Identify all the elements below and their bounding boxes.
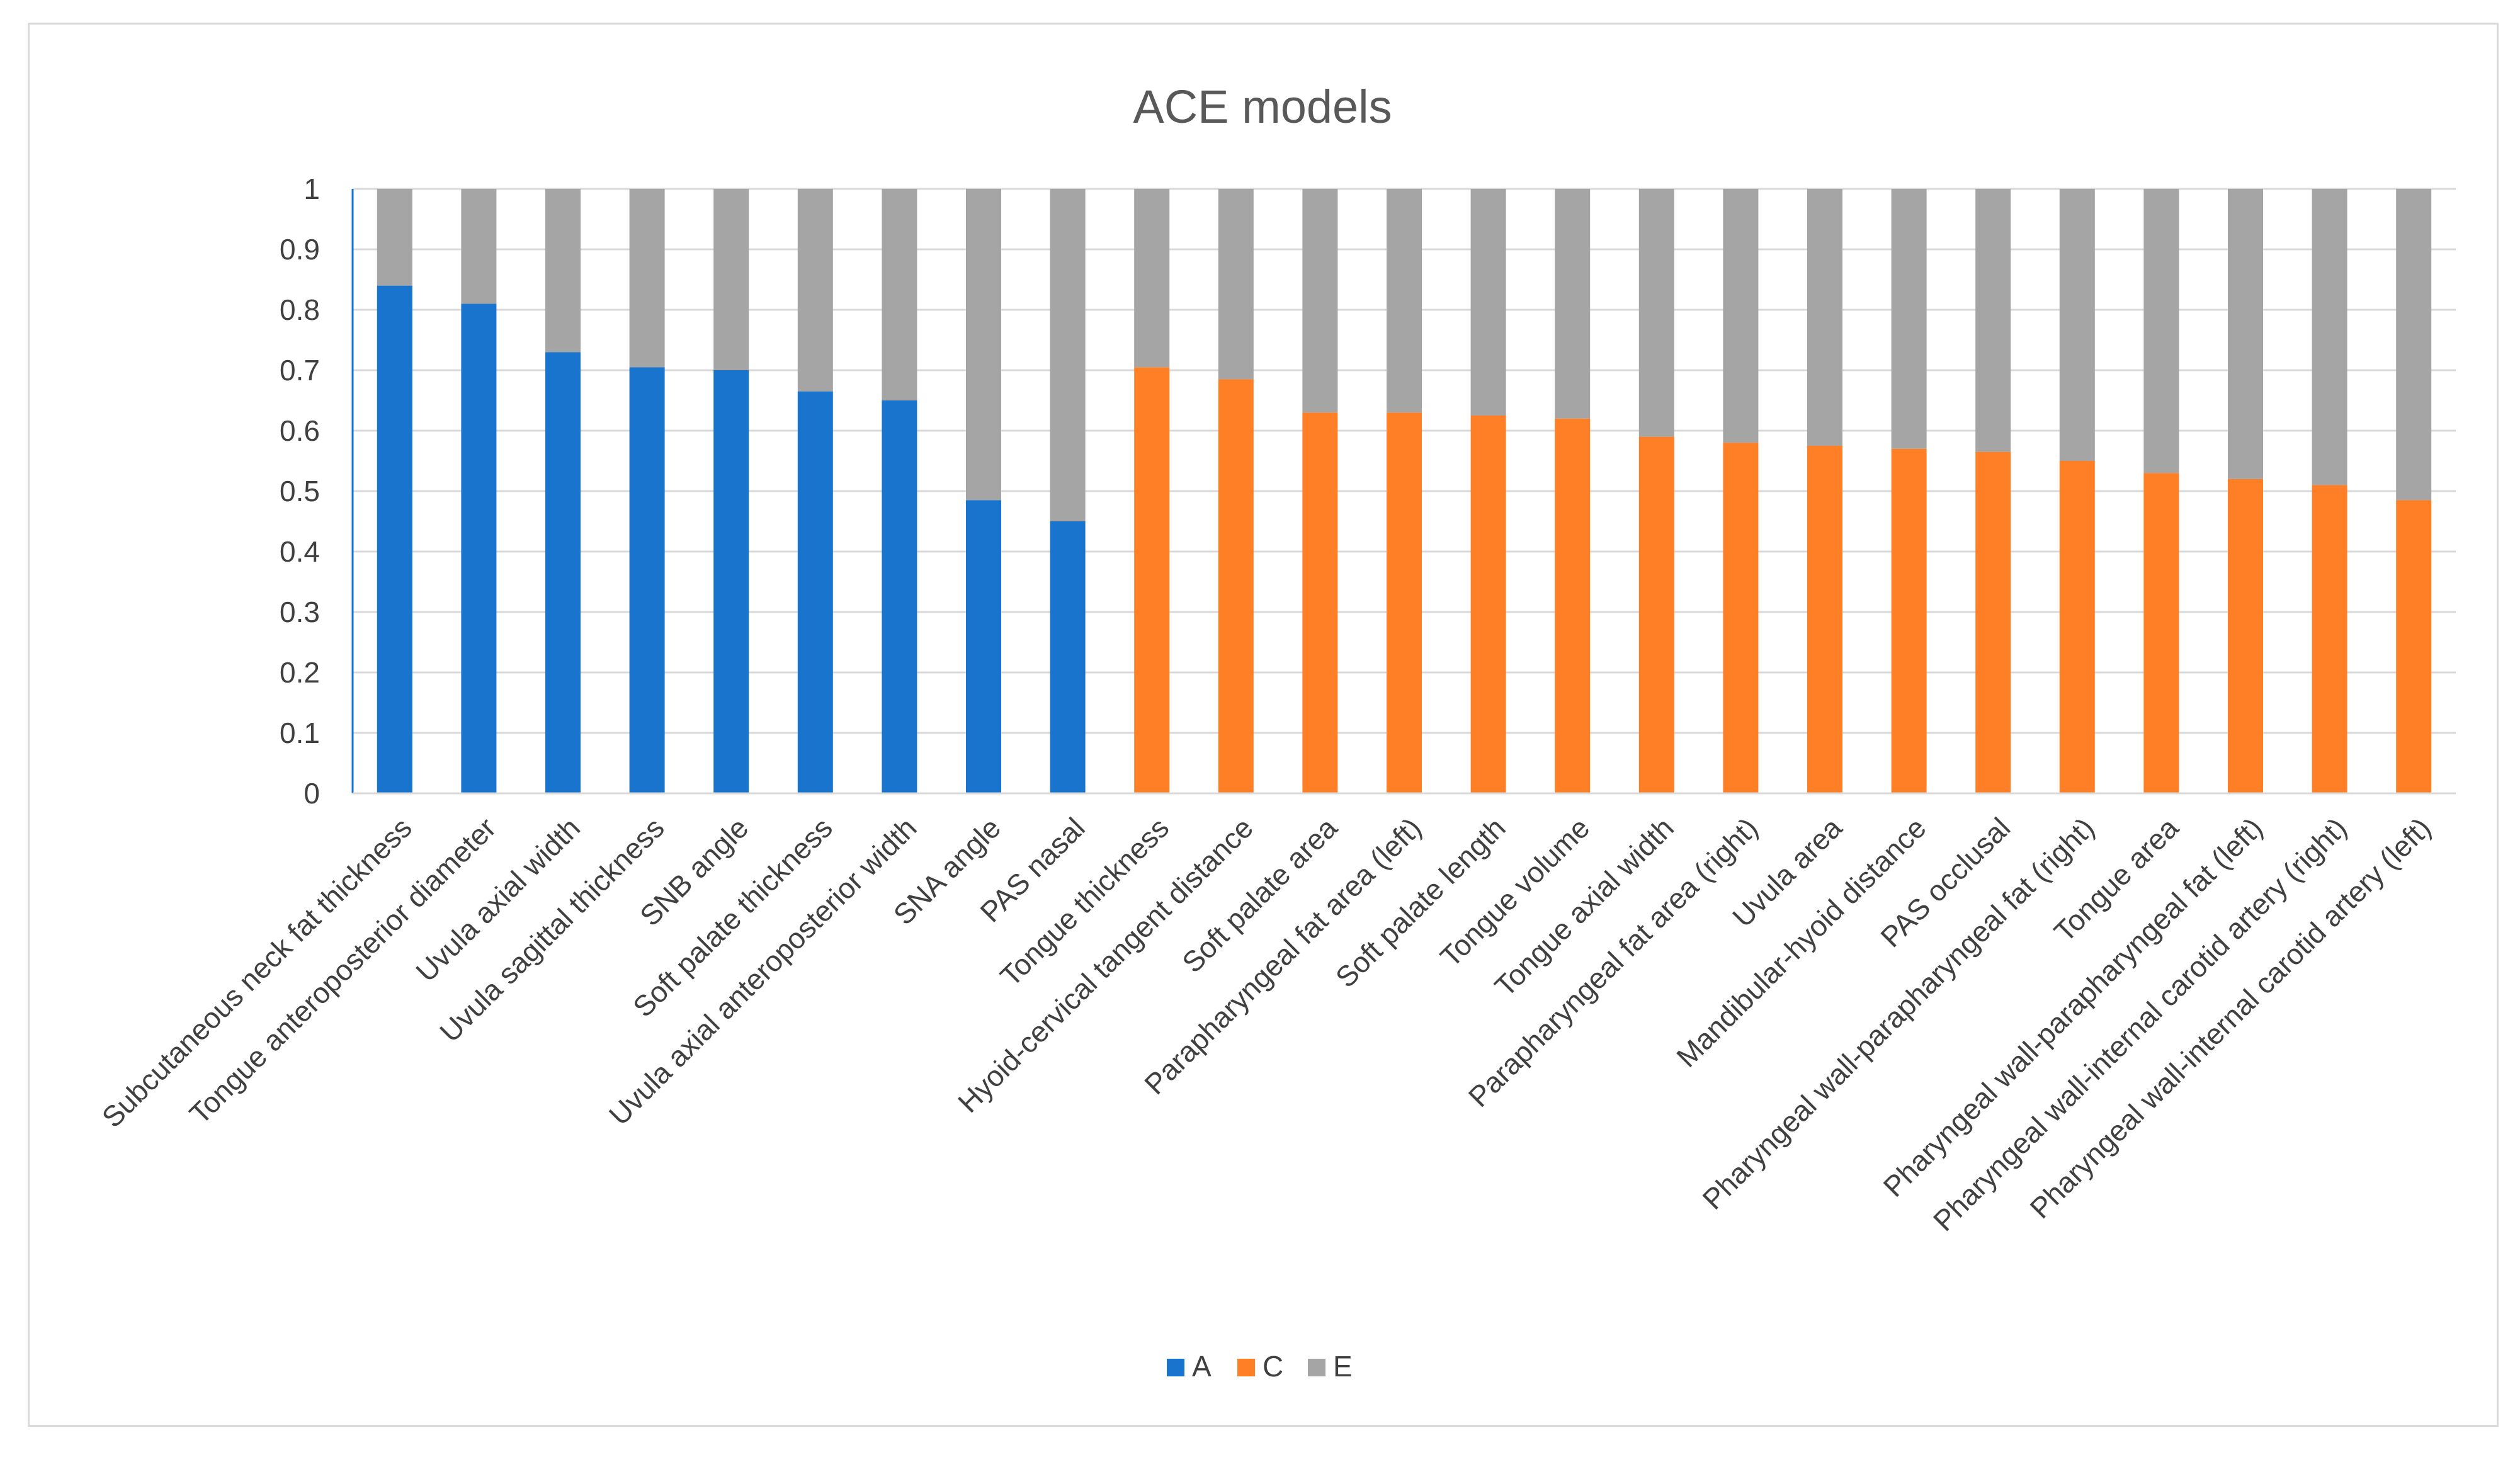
x-category-label: Pharyngeal wall-parapharyngeal fat (righ… xyxy=(1696,811,2100,1215)
bar-e xyxy=(2059,189,2095,461)
bar-a xyxy=(629,367,665,793)
legend-swatch-e xyxy=(1308,1359,1325,1376)
bar-a xyxy=(966,500,1001,793)
legend-label-c: C xyxy=(1263,1350,1283,1383)
bar-a xyxy=(713,370,749,793)
axes xyxy=(351,189,2456,795)
y-tick-label: 0.5 xyxy=(280,475,320,507)
bar-e xyxy=(1723,189,1759,443)
y-tick-label: 0.4 xyxy=(280,535,320,568)
bar-e xyxy=(1387,189,1422,413)
bar-c xyxy=(1470,416,1506,793)
bar-a xyxy=(545,352,581,793)
bar-e xyxy=(1638,189,1674,437)
bar-a xyxy=(1050,521,1086,793)
bar-c xyxy=(1387,412,1422,793)
legend-swatch-a xyxy=(1167,1359,1184,1376)
bar-c xyxy=(1638,436,1674,793)
bar-e xyxy=(2312,189,2347,485)
bar-c xyxy=(2312,485,2347,793)
bar-c xyxy=(1555,418,1591,793)
y-tick-label: 0.1 xyxy=(280,717,320,749)
bar-e xyxy=(1975,189,2011,452)
bar-e xyxy=(797,189,833,392)
x-category-label: Tongue volume xyxy=(1434,811,1596,973)
bar-c xyxy=(2396,500,2432,793)
legend-label-a: A xyxy=(1192,1350,1212,1383)
y-tick-label: 0.8 xyxy=(280,293,320,326)
x-category-label: Tongue anteroposterior diameter xyxy=(183,811,502,1130)
bar-e xyxy=(882,189,917,400)
y-tick-label: 0.3 xyxy=(280,596,320,628)
bar-e xyxy=(1134,189,1170,368)
bar-e xyxy=(1555,189,1591,419)
legend-label-e: E xyxy=(1333,1350,1353,1383)
bar-e xyxy=(2143,189,2179,473)
bar-a xyxy=(882,400,917,793)
x-category-label: Pharyngeal wall-internal carotid artery … xyxy=(2023,811,2437,1225)
bar-e xyxy=(545,189,581,353)
chart-title: ACE models xyxy=(1133,81,1392,133)
bar-c xyxy=(1891,448,1927,793)
y-tick-label: 0.9 xyxy=(280,233,320,266)
bar-e xyxy=(1891,189,1927,449)
bar-c xyxy=(1218,379,1254,793)
bar-e xyxy=(2396,189,2432,501)
bar-c xyxy=(1975,451,2011,793)
bar-e xyxy=(1807,189,1842,446)
bar-e xyxy=(461,189,497,304)
bar-c xyxy=(2143,473,2179,793)
bar-a xyxy=(461,303,497,793)
bar-e xyxy=(966,189,1001,501)
x-category-label: Soft palate area xyxy=(1176,811,1344,979)
bar-a xyxy=(377,285,412,794)
bar-e xyxy=(1050,189,1086,521)
y-tick-label: 1 xyxy=(304,173,320,205)
y-tick-label: 0 xyxy=(304,777,320,810)
y-axis-tick-labels: 0 0.1 0.2 0.3 0.4 0.5 0.6 0.7 0.8 0.9 1 xyxy=(280,173,320,810)
bar-a xyxy=(797,391,833,793)
bar-e xyxy=(377,189,412,286)
bar-e xyxy=(629,189,665,368)
y-tick-label: 0.6 xyxy=(280,414,320,447)
bar-c xyxy=(2228,479,2263,793)
y-tick-label: 0.7 xyxy=(280,354,320,387)
bar-c xyxy=(1134,367,1170,793)
y-tick-label: 0.2 xyxy=(280,656,320,689)
bars xyxy=(377,189,2432,794)
legend-swatch-c xyxy=(1237,1359,1255,1376)
bar-c xyxy=(1807,446,1842,793)
bar-e xyxy=(2228,189,2263,479)
x-category-label: Subcutaneous neck fat thickness xyxy=(96,811,418,1133)
bar-e xyxy=(713,189,749,370)
bar-e xyxy=(1470,189,1506,416)
x-category-label: Uvula axial anteroposterior width xyxy=(603,811,923,1131)
bar-e xyxy=(1218,189,1254,380)
bar-c xyxy=(2059,461,2095,793)
bar-c xyxy=(1723,443,1759,793)
bar-e xyxy=(1302,189,1338,413)
bar-c xyxy=(1302,412,1338,793)
